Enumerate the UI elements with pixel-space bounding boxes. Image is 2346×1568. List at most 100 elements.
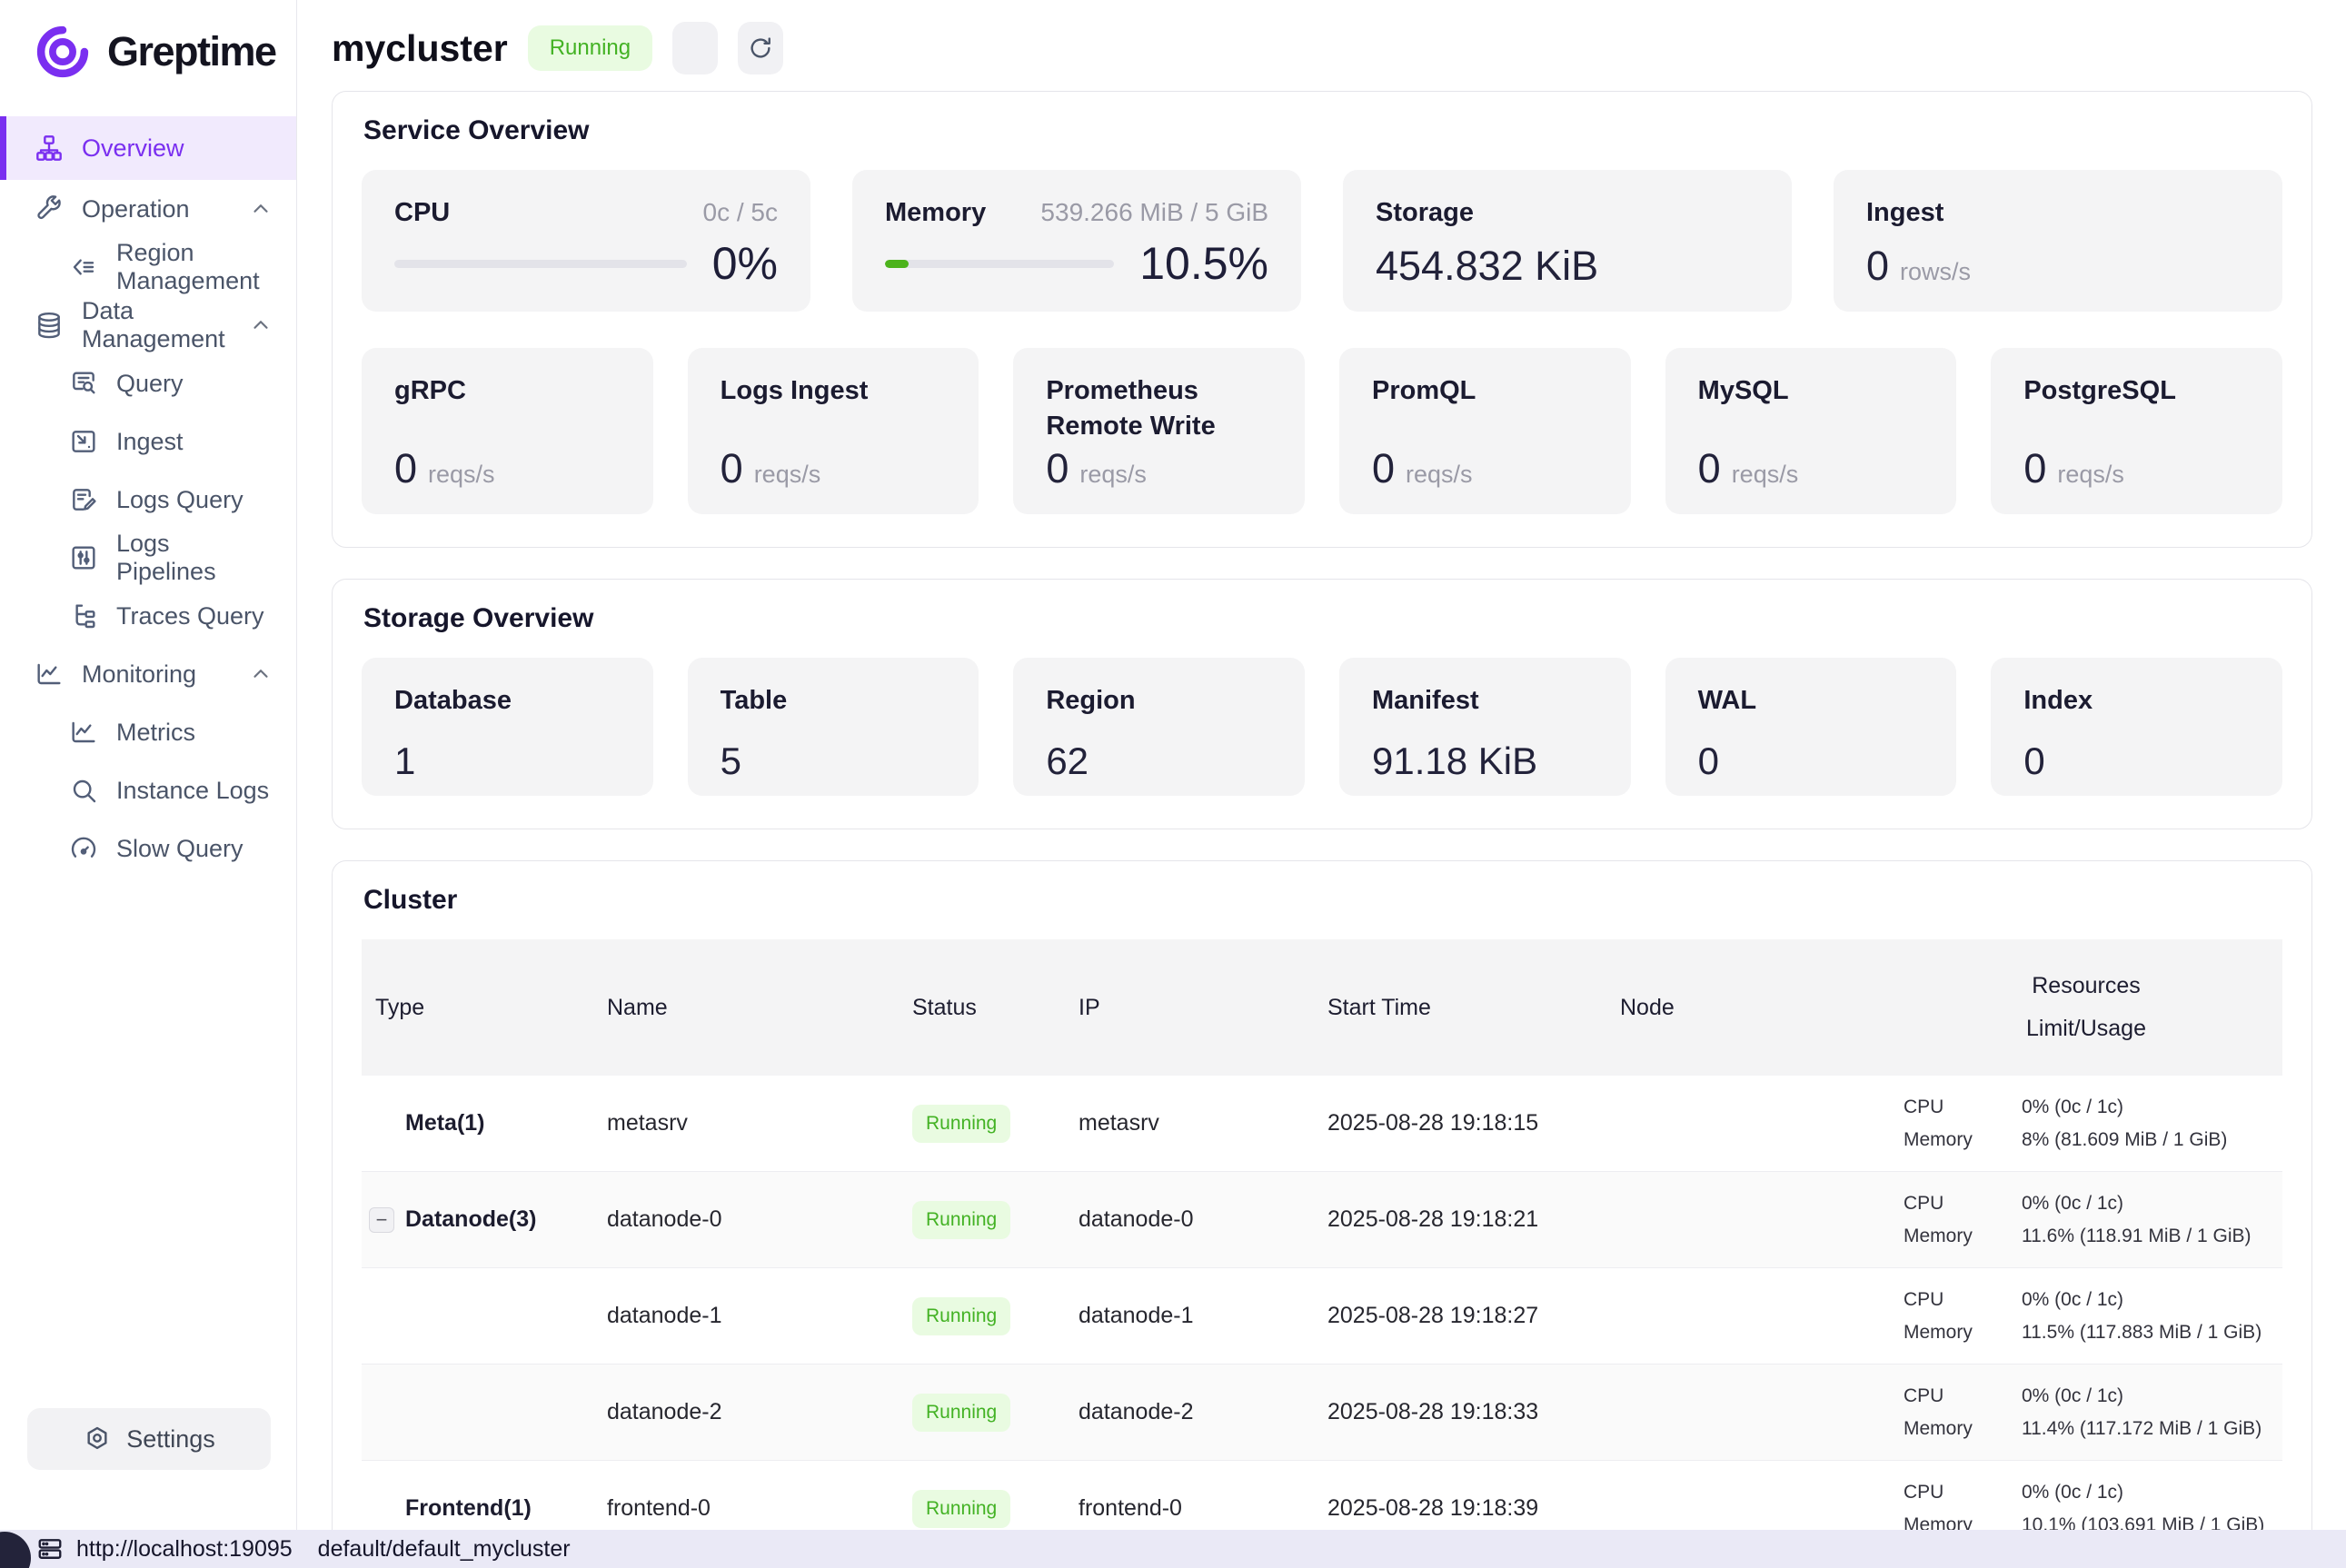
- database-value: 1: [394, 742, 621, 780]
- sidebar-item-label: Traces Query: [116, 602, 264, 630]
- logo-text: Greptime: [107, 28, 276, 75]
- sidebar-item-data-management[interactable]: Data Management: [0, 296, 296, 354]
- sidebar-item-label: Overview: [82, 134, 184, 163]
- page-header: mycluster Running: [332, 0, 2312, 91]
- cpu-label: CPU: [1904, 1289, 2022, 1311]
- promql-unit: reqs/s: [1406, 461, 1473, 489]
- postgresql-value: 0: [2023, 448, 2046, 489]
- memory-label: Memory: [1904, 1129, 2022, 1151]
- cpu-limit: 0c / 5c: [703, 198, 778, 227]
- service-overview-title: Service Overview: [363, 115, 2282, 146]
- logs-ingest-unit: reqs/s: [754, 461, 821, 489]
- sidebar-item-operation[interactable]: Operation: [0, 180, 296, 238]
- resources-header: Resources: [2032, 973, 2141, 999]
- row-start-time: 2025-08-28 19:18:15: [1314, 1110, 1606, 1136]
- prometheus-card-title: Prometheus Remote Write: [1046, 373, 1272, 444]
- status-badge: Running: [912, 1105, 1010, 1143]
- sidebar-item-slow-query[interactable]: Slow Query: [0, 819, 296, 878]
- sidebar-item-label: Instance Logs: [116, 777, 269, 805]
- mysql-unit: reqs/s: [1732, 461, 1799, 489]
- service-overview-row1: CPU 0c / 5c 0% Memory 539.266 MiB / 5 Gi…: [362, 170, 2282, 312]
- index-card-title: Index: [2023, 683, 2250, 719]
- sidebar-item-label: Data Management: [82, 297, 231, 353]
- settings-button[interactable]: Settings: [27, 1408, 271, 1470]
- index-card: Index 0: [1991, 658, 2282, 796]
- table-row-datanode-2: datanode-2 Running datanode-2 2025-08-28…: [362, 1365, 2282, 1461]
- table-row-datanode-0: − Datanode(3) datanode-0 Running datanod…: [362, 1172, 2282, 1268]
- sitemap-icon: [35, 134, 64, 163]
- row-ip: datanode-2: [1065, 1399, 1314, 1425]
- sidebar-item-logs-pipelines[interactable]: Logs Pipelines: [0, 529, 296, 587]
- cluster-panel: Cluster Type Name Status IP Start Time N…: [332, 860, 2312, 1530]
- sidebar-item-ingest[interactable]: Ingest: [0, 412, 296, 471]
- cluster-table-header: Type Name Status IP Start Time Node Reso…: [362, 939, 2282, 1076]
- row-start-time: 2025-08-28 19:18:21: [1314, 1206, 1606, 1233]
- trace-tree-icon: [69, 601, 98, 630]
- sidebar-item-label: Metrics: [116, 719, 195, 747]
- greptime-spiral-icon: [29, 18, 96, 85]
- memory-percent: 10.5%: [1139, 241, 1268, 286]
- gear-icon: [83, 1424, 112, 1454]
- logs-ingest-card-title: Logs Ingest: [721, 373, 947, 409]
- row-ip: frontend-0: [1065, 1495, 1314, 1522]
- sidebar-item-overview[interactable]: Overview: [0, 116, 296, 180]
- ingest-card: Ingest 0 rows/s: [1834, 170, 2282, 312]
- database-icon: [35, 311, 64, 340]
- region-value: 62: [1046, 742, 1272, 780]
- collapse-group-button[interactable]: −: [369, 1207, 394, 1233]
- cpu-usage: 0% (0c / 1c): [2022, 1289, 2282, 1311]
- mysql-value: 0: [1698, 448, 1721, 489]
- cpu-label: CPU: [1904, 1385, 2022, 1407]
- sidebar-item-logs-query[interactable]: Logs Query: [0, 471, 296, 529]
- cpu-card-title: CPU: [394, 195, 450, 231]
- table-row-frontend-0: Frontend(1) frontend-0 Running frontend-…: [362, 1461, 2282, 1530]
- storage-card: Storage 454.832 KiB: [1343, 170, 1792, 312]
- sidebar-item-region-management[interactable]: Region Management: [0, 238, 296, 296]
- prometheus-unit: reqs/s: [1079, 461, 1147, 489]
- sidebar-item-query[interactable]: Query: [0, 354, 296, 412]
- wrench-icon: [35, 194, 64, 223]
- memory-limit: 539.266 MiB / 5 GiB: [1040, 198, 1268, 227]
- row-name: metasrv: [593, 1110, 899, 1136]
- blank-action-button[interactable]: [672, 22, 718, 74]
- status-bar: http://localhost:19095 default/default_m…: [0, 1530, 2346, 1568]
- promql-value: 0: [1372, 448, 1395, 489]
- manifest-card: Manifest 91.18 KiB: [1339, 658, 1631, 796]
- server-url: http://localhost:19095: [76, 1536, 293, 1563]
- cpu-usage: 0% (0c / 1c): [2022, 1385, 2282, 1407]
- server-icon: [36, 1535, 64, 1563]
- cpu-label: CPU: [1904, 1097, 2022, 1118]
- sidebar-item-monitoring[interactable]: Monitoring: [0, 645, 296, 703]
- promql-card: PromQL 0 reqs/s: [1339, 348, 1631, 514]
- sidebar-item-label: Logs Query: [116, 486, 244, 514]
- memory-progress-bar: [885, 260, 1114, 268]
- service-overview-panel: Service Overview CPU 0c / 5c 0%: [332, 91, 2312, 548]
- sidebar-item-label: Logs Pipelines: [116, 530, 273, 586]
- sidebar-item-traces-query[interactable]: Traces Query: [0, 587, 296, 645]
- sidebar-item-label: Operation: [82, 195, 190, 223]
- prometheus-remote-write-card: Prometheus Remote Write 0 reqs/s: [1013, 348, 1305, 514]
- cpu-label: CPU: [1904, 1193, 2022, 1215]
- ingest-icon: [69, 427, 98, 456]
- status-badge: Running: [912, 1490, 1010, 1528]
- cpu-progress-bar: [394, 260, 687, 268]
- service-overview-row2: gRPC 0 reqs/s Logs Ingest 0 reqs/s Prome…: [362, 348, 2282, 514]
- sidebar-item-label: Slow Query: [116, 835, 244, 863]
- sidebar: Greptime Overview: [0, 0, 297, 1530]
- postgresql-unit: reqs/s: [2057, 461, 2124, 489]
- memory-usage: 8% (81.609 MiB / 1 GiB): [2022, 1129, 2282, 1151]
- line-chart-icon: [69, 718, 98, 747]
- region-card-title: Region: [1046, 683, 1272, 719]
- sidebar-item-instance-logs[interactable]: Instance Logs: [0, 761, 296, 819]
- greptime-logo: Greptime: [0, 0, 296, 85]
- sidebar-item-metrics[interactable]: Metrics: [0, 703, 296, 761]
- grpc-unit: reqs/s: [428, 461, 495, 489]
- memory-usage: 11.6% (118.91 MiB / 1 GiB): [2022, 1226, 2282, 1247]
- row-resources: CPU0% (0c / 1c) Memory11.4% (117.172 MiB…: [1890, 1367, 2282, 1458]
- row-resources: CPU0% (0c / 1c) Memory11.6% (118.91 MiB …: [1890, 1175, 2282, 1265]
- col-start-time: Start Time: [1314, 995, 1606, 1021]
- page-title: mycluster: [332, 27, 508, 70]
- status-badge: Running: [912, 1394, 1010, 1432]
- refresh-button[interactable]: [738, 22, 783, 74]
- memory-label: Memory: [1904, 1418, 2022, 1440]
